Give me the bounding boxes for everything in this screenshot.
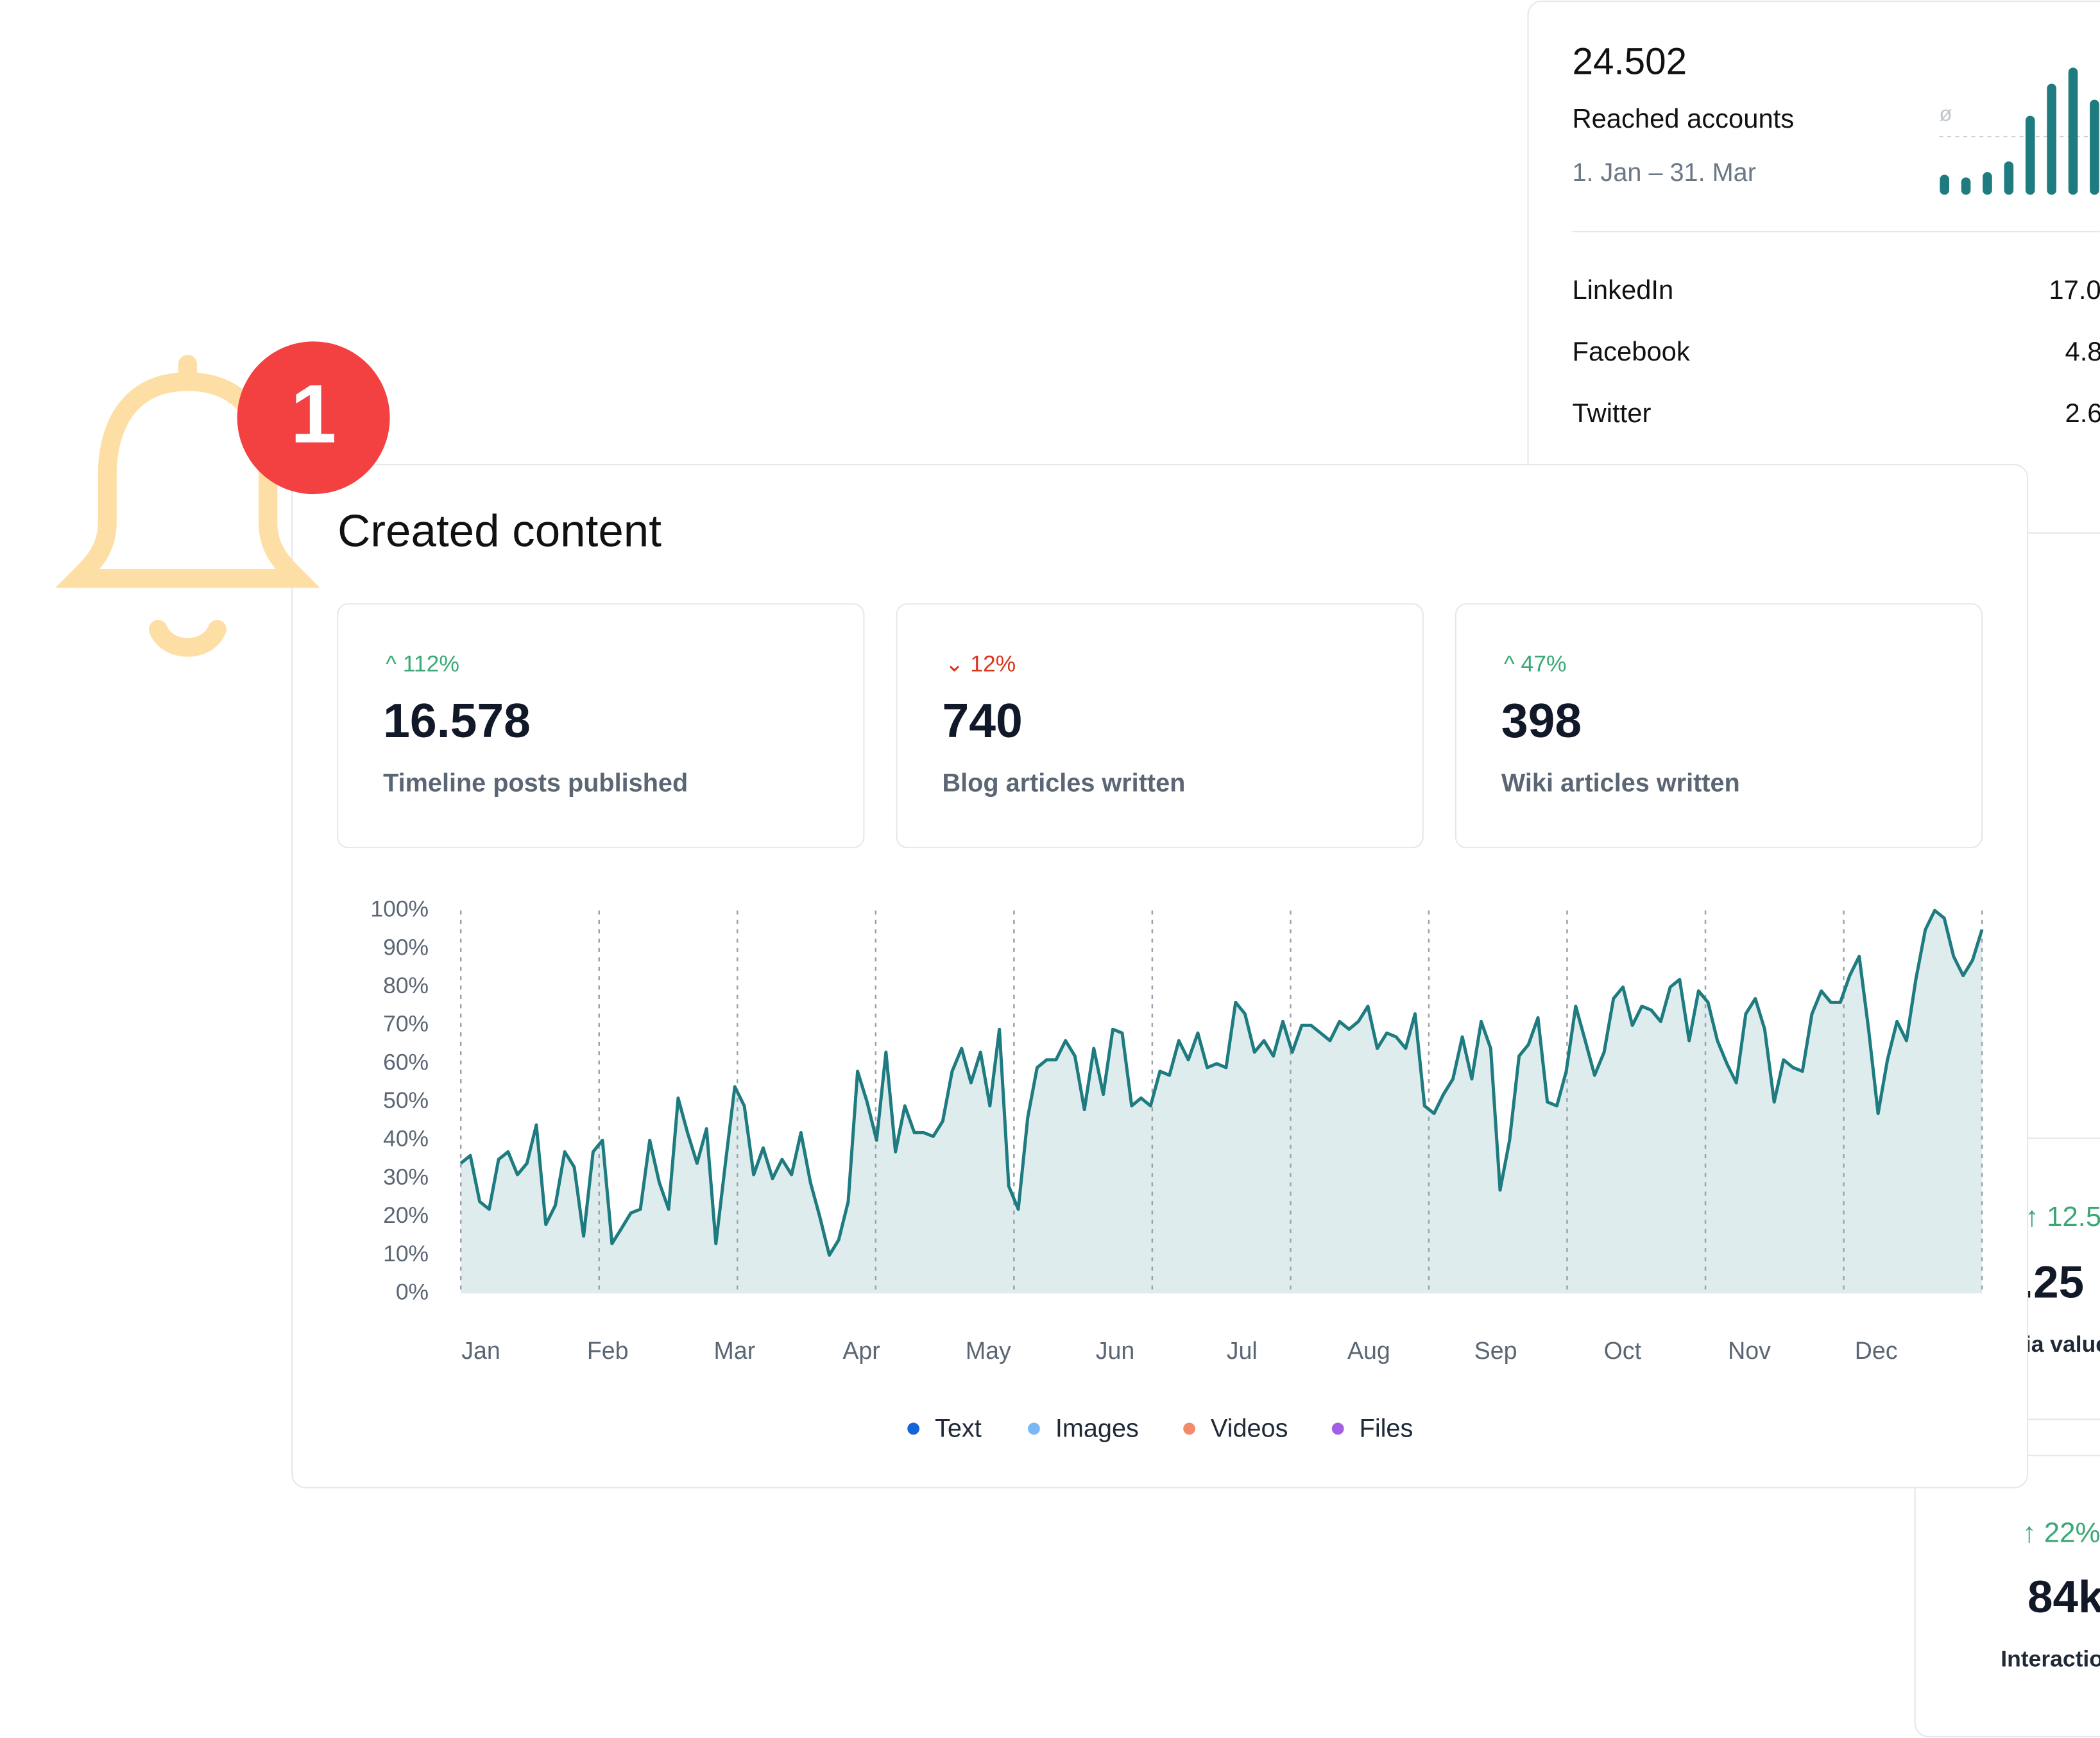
x-tick-label: Sep	[1474, 1337, 1517, 1364]
x-tick-label: Jul	[1227, 1337, 1258, 1364]
reach-period: 1. Jan – 31. Mar	[1572, 158, 1755, 187]
legend-dot	[1331, 1422, 1344, 1435]
legend-label: Videos	[1211, 1414, 1288, 1442]
x-tick-label: Apr	[842, 1337, 880, 1364]
x-tick-label: Mar	[714, 1337, 756, 1364]
x-tick-label: Jun	[1096, 1337, 1135, 1364]
legend-dot	[1028, 1422, 1040, 1435]
kpi-label: Timeline posts published	[383, 769, 688, 797]
row-name: Facebook	[1572, 336, 1689, 366]
row-value: 17.0	[2049, 275, 2100, 305]
x-tick-label: Feb	[587, 1337, 629, 1364]
legend-label: Images	[1055, 1414, 1139, 1442]
reach-label: Reached accounts	[1572, 103, 1794, 133]
row-name: LinkedIn	[1572, 275, 1673, 305]
side-change: ↑ 22%	[2022, 1517, 2100, 1548]
background-layer: 24.502 Reached accounts 1. Jan – 31. Mar ø L…	[1527, 1, 2100, 1737]
kpi-value: 398	[1501, 694, 1582, 747]
kpi-box	[1455, 603, 1983, 849]
badge-count: 1	[291, 368, 337, 461]
legend-dot	[1183, 1422, 1195, 1435]
row-value: 4.8	[2065, 336, 2100, 366]
x-tick-label: Oct	[1604, 1337, 1642, 1364]
legend-label: Files	[1360, 1414, 1413, 1442]
avg-symbol: ø	[1939, 102, 1952, 126]
side-card	[1914, 1454, 2100, 1737]
kpi-value: 16.578	[383, 694, 531, 747]
row-value: 2.6	[2065, 398, 2100, 428]
side-value: 84k	[2027, 1572, 2100, 1623]
kpi-value: 740	[942, 694, 1022, 747]
y-tick-label: 0%	[396, 1279, 429, 1304]
x-tick-label: Nov	[1728, 1337, 1771, 1364]
x-tick-label: May	[966, 1337, 1011, 1364]
y-tick-label: 30%	[383, 1164, 429, 1189]
x-tick-label: Dec	[1855, 1337, 1898, 1364]
kpi-change: ^ 112%	[386, 651, 459, 677]
area	[461, 910, 1983, 1294]
y-tick-label: 50%	[383, 1087, 429, 1113]
reach-total: 24.502	[1572, 41, 1687, 83]
y-tick-label: 60%	[383, 1049, 429, 1075]
y-tick-label: 100%	[370, 896, 429, 922]
y-tick-label: 70%	[383, 1011, 429, 1037]
y-tick-label: 40%	[383, 1126, 429, 1152]
y-tick-label: 90%	[383, 934, 429, 960]
row-name: Twitter	[1572, 398, 1651, 428]
kpi-box	[337, 603, 865, 849]
legend-dot	[907, 1422, 920, 1435]
kpi-label: Wiki articles written	[1501, 769, 1740, 797]
kpi-change: ^ 47%	[1504, 651, 1567, 677]
side-label: Interactions	[2001, 1646, 2100, 1671]
kpi-box	[896, 603, 1424, 849]
badge	[237, 341, 390, 495]
x-tick-label: Jan	[461, 1337, 500, 1364]
card-title: Created content	[337, 506, 662, 556]
line	[459, 908, 1984, 1257]
y-tick-label: 10%	[383, 1241, 429, 1266]
legend-label: Text	[935, 1414, 982, 1442]
kpi-change: ⌄ 12%	[945, 651, 1016, 677]
side-change: ↑ 12.5	[2025, 1201, 2100, 1232]
x-tick-label: Aug	[1347, 1337, 1390, 1364]
y-tick-label: 20%	[383, 1202, 429, 1228]
y-tick-label: 80%	[383, 973, 429, 998]
kpi-label: Blog articles written	[942, 769, 1185, 797]
